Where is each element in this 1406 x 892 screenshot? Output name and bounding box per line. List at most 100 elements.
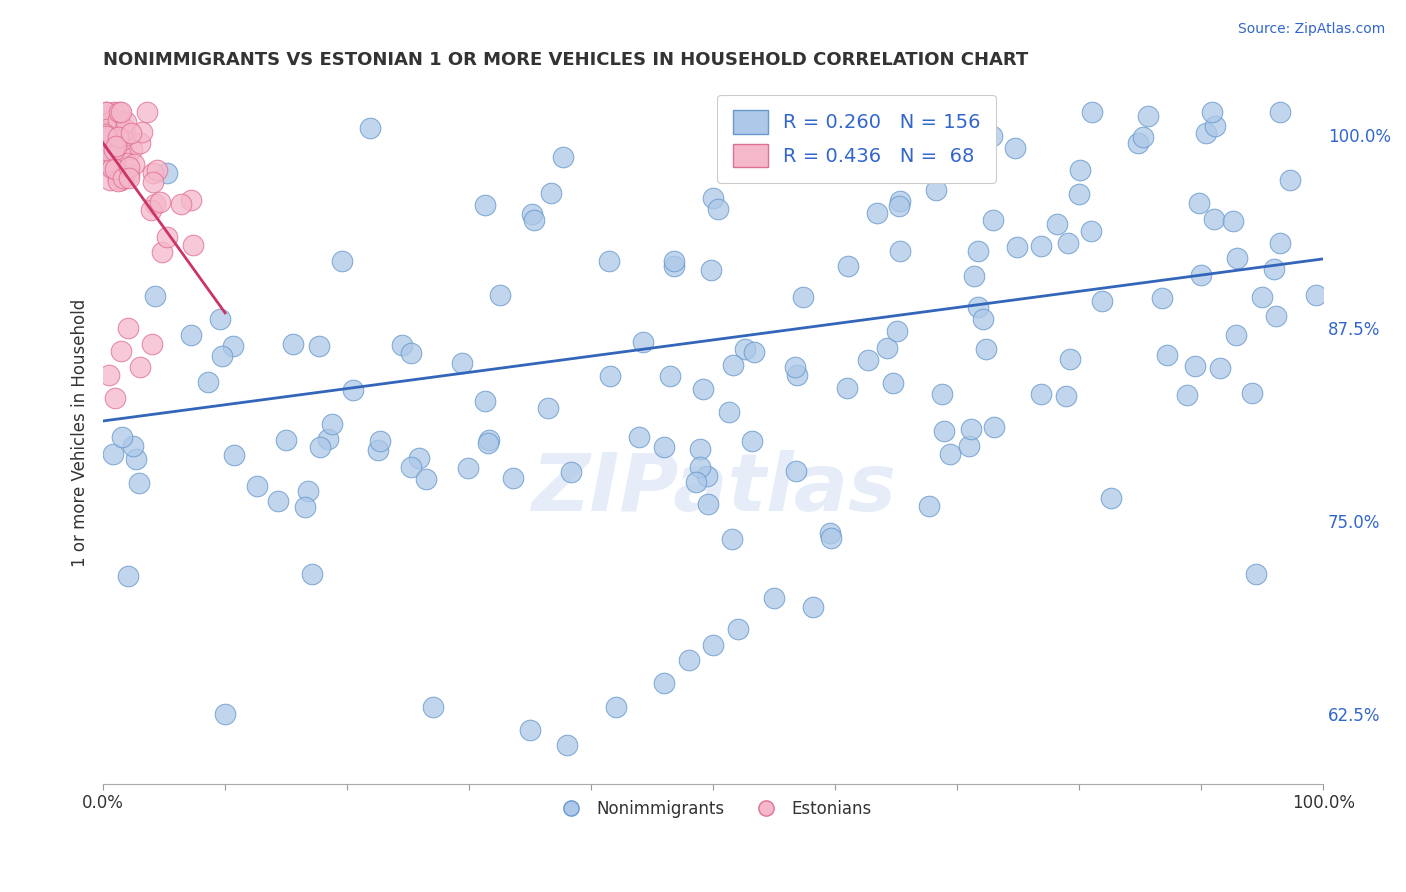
- Point: [886, 324, 908, 338]
- Point: [700, 262, 723, 277]
- Point: [451, 356, 474, 370]
- Point: [785, 360, 807, 375]
- Point: [115, 156, 138, 170]
- Point: [696, 497, 718, 511]
- Point: [959, 422, 981, 436]
- Point: [141, 203, 163, 218]
- Point: [143, 288, 166, 302]
- Point: [966, 244, 988, 258]
- Y-axis label: 1 or more Vehicles in Household: 1 or more Vehicles in Household: [72, 299, 89, 566]
- Point: [537, 401, 560, 416]
- Point: [321, 417, 343, 431]
- Point: [94, 105, 117, 120]
- Point: [97, 119, 120, 133]
- Point: [1240, 386, 1263, 401]
- Point: [181, 237, 204, 252]
- Point: [1099, 491, 1122, 506]
- Point: [763, 591, 786, 606]
- Point: [266, 494, 288, 508]
- Point: [1226, 251, 1249, 265]
- Point: [1195, 126, 1218, 140]
- Point: [96, 143, 118, 157]
- Point: [519, 723, 541, 737]
- Point: [316, 433, 339, 447]
- Point: [702, 191, 724, 205]
- Point: [94, 144, 117, 158]
- Point: [367, 443, 389, 458]
- Point: [104, 138, 127, 153]
- Point: [1222, 214, 1244, 228]
- Point: [889, 244, 911, 258]
- Point: [553, 150, 575, 164]
- Point: [934, 424, 956, 438]
- Point: [94, 115, 117, 129]
- Point: [801, 599, 824, 614]
- Point: [477, 436, 499, 450]
- Point: [718, 405, 741, 419]
- Point: [1251, 289, 1274, 303]
- Point: [786, 368, 808, 382]
- Point: [97, 119, 120, 133]
- Point: [689, 460, 711, 475]
- Point: [170, 196, 193, 211]
- Point: [156, 230, 179, 244]
- Point: [1150, 291, 1173, 305]
- Point: [523, 213, 546, 227]
- Point: [142, 166, 165, 180]
- Point: [628, 430, 651, 444]
- Point: [1059, 352, 1081, 367]
- Point: [520, 207, 543, 221]
- Point: [110, 430, 132, 444]
- Point: [1204, 120, 1226, 134]
- Point: [1189, 268, 1212, 282]
- Text: ZIPatlas: ZIPatlas: [530, 450, 896, 528]
- Point: [893, 154, 915, 169]
- Point: [103, 105, 125, 120]
- Point: [155, 166, 177, 180]
- Point: [128, 136, 150, 151]
- Point: [308, 339, 330, 353]
- Point: [1246, 566, 1268, 581]
- Point: [115, 114, 138, 128]
- Point: [1029, 387, 1052, 401]
- Point: [876, 342, 898, 356]
- Point: [149, 194, 172, 209]
- Point: [103, 144, 125, 158]
- Point: [94, 129, 117, 144]
- Point: [1188, 196, 1211, 211]
- Point: [180, 194, 202, 208]
- Point: [359, 120, 381, 135]
- Point: [122, 439, 145, 453]
- Point: [408, 450, 430, 465]
- Point: [652, 440, 675, 454]
- Point: [652, 676, 675, 690]
- Point: [605, 699, 627, 714]
- Point: [740, 434, 762, 449]
- Point: [734, 342, 756, 356]
- Point: [983, 419, 1005, 434]
- Point: [301, 567, 323, 582]
- Point: [391, 338, 413, 352]
- Point: [540, 186, 562, 200]
- Point: [115, 128, 138, 142]
- Point: [689, 442, 711, 456]
- Point: [856, 352, 879, 367]
- Point: [96, 159, 118, 173]
- Point: [957, 440, 980, 454]
- Point: [96, 128, 118, 143]
- Point: [415, 472, 437, 486]
- Point: [702, 638, 724, 652]
- Point: [209, 312, 232, 326]
- Point: [100, 161, 122, 175]
- Point: [1067, 187, 1090, 202]
- Point: [560, 465, 582, 479]
- Point: [478, 433, 501, 447]
- Point: [101, 145, 124, 159]
- Point: [117, 321, 139, 335]
- Point: [1264, 309, 1286, 323]
- Point: [931, 387, 953, 401]
- Point: [110, 105, 132, 120]
- Point: [180, 328, 202, 343]
- Point: [94, 105, 117, 120]
- Point: [131, 125, 153, 139]
